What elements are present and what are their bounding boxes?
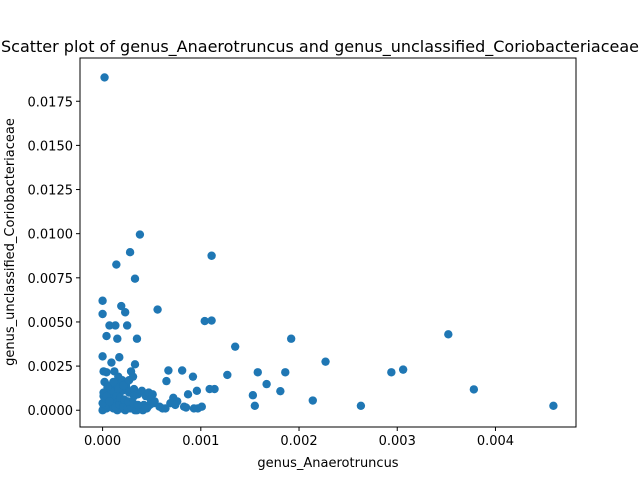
scatter-point xyxy=(111,321,120,330)
scatter-point xyxy=(281,368,290,377)
scatter-point xyxy=(102,331,111,341)
plot-area xyxy=(80,58,576,427)
scatter-point xyxy=(113,334,122,343)
scatter-point xyxy=(188,372,198,381)
scatter-point xyxy=(253,368,262,377)
scatter-point xyxy=(250,401,260,411)
scatter-point xyxy=(308,396,317,405)
scatter-point xyxy=(205,384,214,394)
scatter-point xyxy=(164,366,173,375)
scatter-point xyxy=(120,308,130,317)
scatter-point xyxy=(102,368,111,377)
scatter-point xyxy=(98,352,107,361)
plot-frame xyxy=(79,57,577,428)
scatter-point xyxy=(161,404,170,413)
scatter-point xyxy=(133,400,143,410)
scatter-point xyxy=(112,260,121,269)
scatter-point xyxy=(230,342,240,351)
scatter-point xyxy=(276,386,285,396)
x-tick-label: 0.000 xyxy=(84,434,121,449)
scatter-point xyxy=(105,397,114,406)
scatter-point xyxy=(197,402,206,411)
scatter-point xyxy=(130,274,140,283)
scatter-point xyxy=(189,404,199,413)
scatter-point xyxy=(115,353,124,362)
x-axis-label: genus_Anaerotruncus xyxy=(257,456,398,471)
y-axis-label: genus_unclassified_Coriobacteriaceae xyxy=(3,118,18,366)
scatter-point xyxy=(135,230,145,239)
y-tick-label: 0.0150 xyxy=(28,139,74,154)
scatter-point xyxy=(207,251,216,260)
scatter-point xyxy=(200,316,209,326)
scatter-point xyxy=(398,365,408,374)
y-tick-label: 0.0000 xyxy=(28,404,74,419)
scatter-point xyxy=(98,296,107,305)
scatter-point xyxy=(109,377,118,387)
scatter-point xyxy=(183,390,193,399)
x-axis: 0.000 0.001 0.002 0.003 0.004 xyxy=(84,427,514,449)
y-tick-label: 0.0175 xyxy=(28,95,74,110)
scatter-point xyxy=(286,334,296,343)
scatter-point xyxy=(107,358,116,367)
y-axis: 0.0000 0.0025 0.0050 0.0075 0.0100 0.0125 0.01… xyxy=(28,95,80,419)
scatter-point xyxy=(119,381,128,390)
scatter-point xyxy=(132,334,142,343)
y-tick-label: 0.0125 xyxy=(28,184,74,199)
scatter-point xyxy=(140,404,150,413)
scatter-point xyxy=(179,402,189,411)
scatter-point xyxy=(321,357,330,366)
scatter-point xyxy=(387,368,396,377)
scatter-point xyxy=(130,360,140,369)
scatter-point xyxy=(105,321,114,330)
scatter-point xyxy=(162,376,171,386)
scatter-point xyxy=(192,386,202,396)
scatter-point xyxy=(171,400,180,410)
scatter-point xyxy=(248,391,258,400)
scatter-point xyxy=(117,301,126,311)
x-tick-label: 0.004 xyxy=(477,434,514,449)
chart-title: Scatter plot of genus_Anaerotruncus and … xyxy=(1,37,639,57)
scatter-point xyxy=(207,316,216,325)
scatter-point xyxy=(98,309,107,319)
x-tick-label: 0.001 xyxy=(182,434,219,449)
scatter-point xyxy=(444,330,453,339)
scatter-point xyxy=(549,401,558,411)
scatter-point xyxy=(153,305,162,314)
y-tick-label: 0.0075 xyxy=(28,272,74,287)
scatter-point xyxy=(100,73,109,82)
scatter-point xyxy=(223,370,232,380)
scatter-point xyxy=(356,401,366,411)
x-tick-label: 0.003 xyxy=(379,434,416,449)
scatter-point xyxy=(124,376,134,385)
y-tick-label: 0.0050 xyxy=(28,316,74,331)
y-tick-label: 0.0025 xyxy=(28,360,74,375)
scatter-point xyxy=(469,385,479,394)
scatter-point xyxy=(122,321,132,330)
scatter-point xyxy=(129,391,139,401)
scatter-point xyxy=(262,379,271,389)
x-tick-label: 0.002 xyxy=(280,434,317,449)
y-tick-label: 0.0100 xyxy=(28,228,74,243)
scatter-point xyxy=(125,248,135,257)
scatter-point xyxy=(177,366,187,375)
data-points xyxy=(98,73,558,415)
